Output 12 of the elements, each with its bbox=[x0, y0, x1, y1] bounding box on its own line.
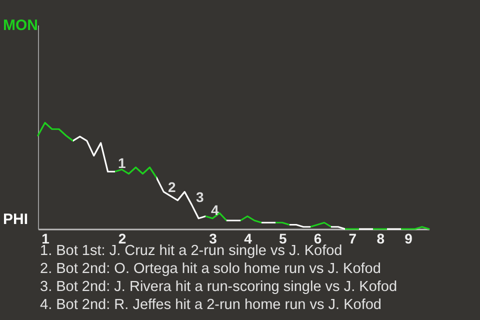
text: 2. Bot 2nd: O. Ortega hit a solo home run vs J. Kofod bbox=[40, 260, 382, 278]
text: 3. Bot 2nd: J. Rivera hit a run-scoring single vs J. Kofod bbox=[40, 278, 398, 296]
annotation: 2 bbox=[168, 179, 176, 195]
x-tick-label: 9 bbox=[404, 230, 413, 246]
text: PHI bbox=[3, 211, 28, 229]
x-tick-label: 8 bbox=[376, 230, 385, 246]
annotation: 1 bbox=[118, 155, 126, 171]
text: 4. Bot 2nd: R. Jeffes hit a 2-run home run vs J. Kofod bbox=[40, 296, 382, 314]
text: MON bbox=[3, 17, 38, 35]
annotation: 4 bbox=[211, 202, 219, 218]
x-tick-label: 7 bbox=[348, 230, 357, 246]
annotation: 3 bbox=[196, 189, 204, 205]
